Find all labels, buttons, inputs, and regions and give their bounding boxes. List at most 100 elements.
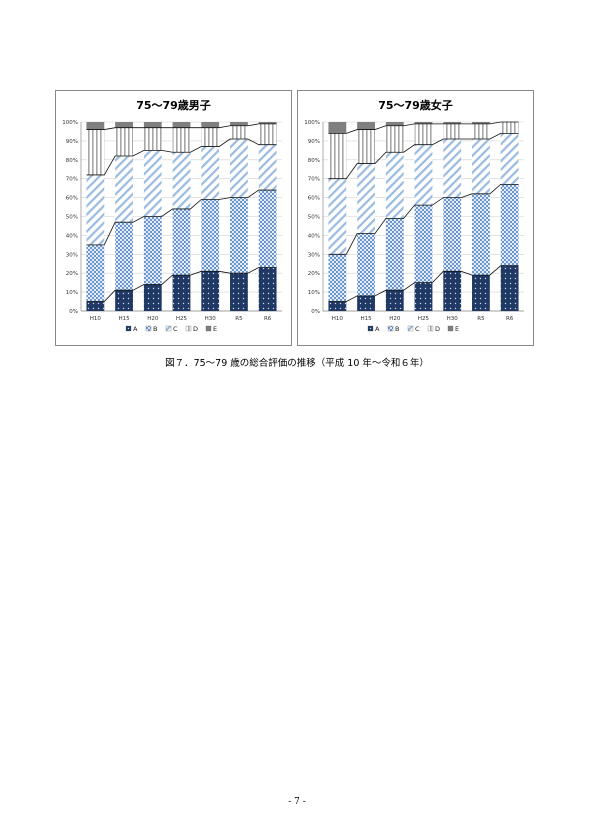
- bar-segment-A-R5: [472, 275, 490, 311]
- series-line-C: [86, 138, 277, 176]
- bar-segment-C-H20: [385, 152, 404, 219]
- legend-swatch-C: [165, 325, 172, 332]
- bar-segment-B-R6: [500, 184, 519, 266]
- bar-segment-E-H20: [143, 122, 162, 128]
- y-tick-label: 100%: [62, 120, 78, 126]
- legend-label-B: B: [153, 325, 157, 333]
- bar-segment-A-H15: [357, 295, 375, 311]
- bar-segment-B-H10: [86, 244, 105, 302]
- chart-panel-female: 75～79歳女子 0% 10% 20% 30% 40% 50% 60% 70% 80% 90% 10…: [297, 90, 534, 346]
- x-tick-label: H20: [147, 316, 159, 322]
- bar-segment-E-H15: [115, 122, 133, 128]
- y-tick-label: 10%: [66, 290, 78, 296]
- legend-label-E: E: [455, 325, 459, 333]
- series-line-C: [328, 132, 519, 180]
- legend-swatch-D: [185, 325, 192, 332]
- bar-segment-B-H30: [443, 197, 462, 272]
- bar-segment-B-H10: [328, 254, 347, 302]
- chart-panel-male: 75～79歳男子 0% 10% 20% 30% 40% 50% 60% 70% 80% 90% 10…: [55, 90, 292, 346]
- bar-segment-A-H20: [385, 290, 404, 311]
- bar-segment-D-H25: [172, 127, 191, 153]
- legend-swatch-A: [125, 325, 132, 332]
- bar-segment-C-R5: [472, 139, 490, 194]
- bar-segment-A-H15: [115, 290, 133, 311]
- bar-segment-B-H25: [414, 205, 433, 283]
- x-tick-label: H25: [176, 316, 188, 322]
- y-tick-label: 60%: [66, 196, 78, 202]
- legend-label-E: E: [213, 325, 217, 333]
- bar-segment-A-H25: [172, 275, 191, 311]
- y-tick-label: 90%: [66, 139, 78, 145]
- bar-segment-D-R6: [258, 123, 277, 145]
- x-tick-label: H20: [389, 316, 401, 322]
- bar-segment-C-H25: [172, 152, 191, 209]
- bar-segment-D-H10: [86, 129, 105, 175]
- bar-segment-E-H10: [328, 122, 347, 134]
- legend-swatch-A: [367, 325, 374, 332]
- figure-caption: 図７．75～79 歳の総合評価の推移（平成 10 年～令和６年）: [165, 358, 429, 369]
- chart-female-svg: 0% 10% 20% 30% 40% 50% 60% 70% 80% 90% 100% H10 H15 H…: [304, 120, 524, 333]
- bar-segment-D-R5: [230, 125, 248, 140]
- y-tick-label: 80%: [66, 158, 78, 164]
- bar-segment-A-H20: [143, 284, 162, 311]
- series-line-B: [328, 183, 519, 255]
- bar-segment-C-R6: [258, 144, 277, 191]
- y-tick-label: 50%: [308, 215, 320, 221]
- bar-segment-D-H30: [201, 127, 220, 147]
- bar-segment-A-H25: [414, 282, 433, 311]
- y-tick-label: 70%: [308, 177, 320, 183]
- bar-segment-A-R6: [258, 267, 277, 311]
- bar-segment-B-H25: [172, 208, 191, 276]
- y-tick-label: 0%: [311, 309, 320, 315]
- x-tick-label: H10: [332, 316, 344, 322]
- legend-label-D: D: [193, 325, 198, 333]
- bar-segment-E-H25: [414, 122, 433, 124]
- bar-segment-D-H15: [115, 127, 133, 157]
- bar-segment-C-H10: [328, 178, 347, 255]
- bar-segment-B-R6: [258, 190, 277, 268]
- x-tick-label: H15: [119, 316, 131, 322]
- bar-segment-E-H15: [357, 122, 375, 130]
- x-tick-label: H10: [90, 316, 102, 322]
- bar-segment-E-R6: [258, 122, 277, 124]
- chart-title-male: 75～79歳男子: [136, 99, 211, 112]
- legend-label-C: C: [173, 325, 178, 333]
- bar-segment-B-H15: [115, 222, 133, 291]
- y-tick-label: 90%: [308, 139, 320, 145]
- bar-segment-E-H25: [172, 122, 191, 128]
- bar-segment-D-H10: [328, 133, 347, 179]
- bar-segment-E-R5: [472, 122, 490, 124]
- x-tick-label: H25: [418, 316, 430, 322]
- series-line-D: [86, 123, 277, 130]
- bar-segment-E-R5: [230, 122, 248, 126]
- x-tick-label: R6: [506, 316, 514, 322]
- bar-segment-E-H10: [86, 122, 105, 130]
- bar-segment-C-H15: [115, 156, 133, 223]
- legend-swatch-E: [447, 325, 454, 332]
- legend-label-D: D: [435, 325, 440, 333]
- bar-segment-D-H30: [443, 123, 462, 140]
- legend-label-A: A: [133, 325, 138, 333]
- bar-segment-A-H30: [201, 271, 220, 311]
- legend-label-C: C: [415, 325, 420, 333]
- bar-segment-A-R6: [500, 265, 519, 311]
- chart-title-female: 75～79歳女子: [378, 99, 453, 112]
- bar-segment-A-H30: [443, 271, 462, 311]
- bar-segment-D-R5: [472, 123, 490, 140]
- legend-swatch-E: [205, 325, 212, 332]
- y-tick-label: 20%: [66, 271, 78, 277]
- bar-segment-B-H15: [357, 233, 375, 296]
- y-tick-label: 100%: [304, 120, 320, 126]
- bar-segment-C-R6: [500, 133, 519, 185]
- bar-segment-A-H10: [328, 301, 347, 311]
- legend-swatch-B: [387, 325, 394, 332]
- bar-segment-A-H10: [86, 301, 105, 311]
- bar-segment-B-H30: [201, 199, 220, 272]
- legend-swatch-B: [145, 325, 152, 332]
- bar-segment-B-H20: [143, 216, 162, 285]
- y-tick-label: 60%: [308, 196, 320, 202]
- y-tick-label: 30%: [308, 252, 320, 258]
- series-line-D: [328, 121, 519, 134]
- bar-segment-C-H30: [443, 139, 462, 198]
- bar-segment-D-R6: [500, 122, 519, 134]
